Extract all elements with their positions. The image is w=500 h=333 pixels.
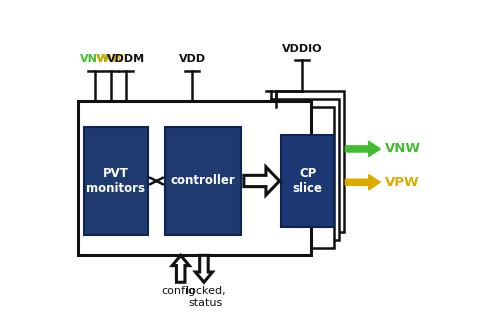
Text: config: config (162, 286, 196, 296)
Bar (78, 102, 310, 255)
Text: locked,
status: locked, status (186, 286, 226, 308)
Text: VNW: VNW (80, 54, 110, 64)
Text: VPW: VPW (96, 54, 126, 64)
Polygon shape (172, 255, 189, 282)
Text: CP
slice: CP slice (292, 167, 322, 195)
Text: VDD: VDD (179, 54, 206, 64)
Bar (165, 127, 241, 235)
Text: controller: controller (170, 174, 235, 187)
Bar (84, 127, 148, 235)
Polygon shape (196, 255, 212, 282)
Bar (271, 99, 339, 240)
Text: VDDM: VDDM (108, 54, 146, 64)
Text: PVT
monitors: PVT monitors (86, 167, 146, 195)
Polygon shape (346, 174, 380, 190)
Text: VNW: VNW (385, 143, 421, 156)
Bar (266, 107, 334, 248)
Text: VPW: VPW (385, 176, 420, 189)
Polygon shape (244, 167, 280, 195)
Bar (276, 91, 344, 232)
Polygon shape (346, 141, 380, 157)
Bar (282, 135, 334, 227)
Text: VDDIO: VDDIO (282, 44, 322, 54)
